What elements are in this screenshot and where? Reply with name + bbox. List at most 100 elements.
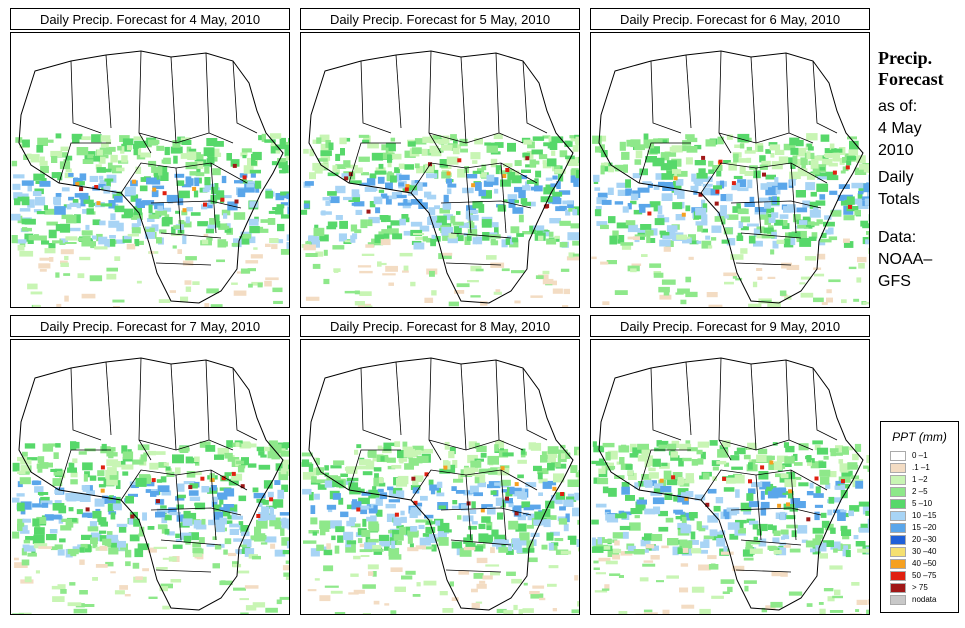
legend-item: 5 –10 (890, 498, 932, 509)
country-border (360, 367, 392, 441)
precip-cell-heavy (156, 499, 160, 504)
precip-cell (150, 463, 155, 468)
precip-cell (60, 589, 67, 594)
precip-cell (66, 493, 77, 502)
precip-cell (244, 183, 255, 193)
precip-cell (176, 180, 185, 186)
precip-cell (688, 540, 699, 545)
precip-cell (310, 505, 316, 514)
precip-cell (201, 518, 206, 527)
precip-cell (89, 202, 100, 206)
precip-cell (156, 508, 169, 514)
precip-cell (790, 237, 796, 246)
precip-cell (152, 185, 165, 190)
precip-cell (249, 169, 261, 174)
precip-cell-heavy (132, 179, 137, 184)
precip-cell (27, 283, 38, 290)
precip-cell (407, 191, 413, 196)
precip-cell (214, 214, 220, 221)
precip-cell (190, 471, 202, 476)
precip-cell (83, 604, 95, 607)
precip-cell (52, 478, 63, 487)
precip-cell (816, 253, 826, 260)
precip-cell (24, 576, 32, 583)
precip-cell (690, 531, 696, 540)
precip-cell (676, 170, 688, 177)
precip-cell (654, 447, 666, 452)
precip-cell (567, 157, 579, 166)
precip-cell (717, 211, 727, 218)
precip-cell-heavy (405, 184, 410, 189)
precip-cell (231, 242, 240, 247)
precip-cell (359, 270, 373, 274)
precip-cell (474, 458, 484, 462)
precip-cell (21, 218, 31, 225)
precip-cell (224, 472, 236, 477)
precip-cell (567, 535, 577, 540)
precip-cell (780, 536, 785, 540)
precip-cell (386, 457, 396, 463)
precip-cell (598, 557, 611, 562)
precip-cell (223, 549, 228, 555)
precip-cell (281, 484, 289, 492)
precip-cell (373, 467, 382, 472)
precip-cell (641, 449, 649, 458)
precip-cell (678, 457, 684, 467)
precip-cell (393, 517, 402, 526)
precip-cell (250, 173, 256, 178)
country-border (428, 357, 442, 461)
precip-cell (685, 157, 693, 165)
precip-cell (595, 503, 607, 508)
precip-cell (547, 583, 557, 587)
precip-cell (797, 525, 808, 534)
precip-cell (593, 560, 599, 564)
precip-cell (252, 151, 262, 161)
precip-cell (171, 233, 182, 236)
precip-cell (35, 196, 46, 206)
precip-cell (426, 521, 435, 525)
precip-cell-heavy (832, 170, 837, 175)
precip-cell (744, 585, 749, 592)
precip-cell (697, 458, 704, 465)
precip-cell (521, 501, 531, 509)
precip-cell (783, 238, 794, 248)
precip-cell (574, 446, 579, 456)
precip-cell (848, 266, 857, 270)
precip-cell (286, 193, 289, 200)
precip-cell (137, 218, 142, 227)
precip-cell (514, 199, 519, 204)
precip-cell (20, 509, 26, 515)
precip-cell (709, 440, 718, 446)
precip-cell (795, 139, 804, 147)
precip-cell (35, 570, 40, 574)
precip-cell (188, 490, 199, 496)
precip-cell (140, 152, 151, 158)
precip-cell (702, 183, 713, 187)
country-border (685, 54, 692, 129)
precip-cell (192, 548, 204, 555)
precip-cell (99, 147, 110, 152)
precip-cell (115, 480, 121, 489)
precip-cell (652, 497, 665, 505)
precip-cell (447, 236, 458, 244)
precip-cell (783, 206, 792, 213)
precip-cell (565, 496, 577, 502)
precip-cell (416, 455, 429, 463)
precip-cell (685, 134, 695, 140)
precip-cell (806, 491, 814, 496)
precip-cell (402, 446, 414, 450)
precip-cell (684, 479, 695, 484)
precip-cell (826, 297, 833, 303)
precip-cell (364, 305, 373, 307)
precip-cell (520, 448, 526, 455)
precip-cell (748, 303, 762, 307)
precip-cell (595, 462, 608, 466)
precip-cell (806, 603, 813, 607)
precip-cell (108, 547, 119, 555)
precip-cell (570, 465, 578, 473)
precip-cell (102, 495, 109, 504)
precip-cell (825, 153, 833, 158)
precip-cell-heavy (505, 168, 510, 172)
precip-cell (575, 136, 579, 146)
precip-cell (201, 204, 208, 210)
